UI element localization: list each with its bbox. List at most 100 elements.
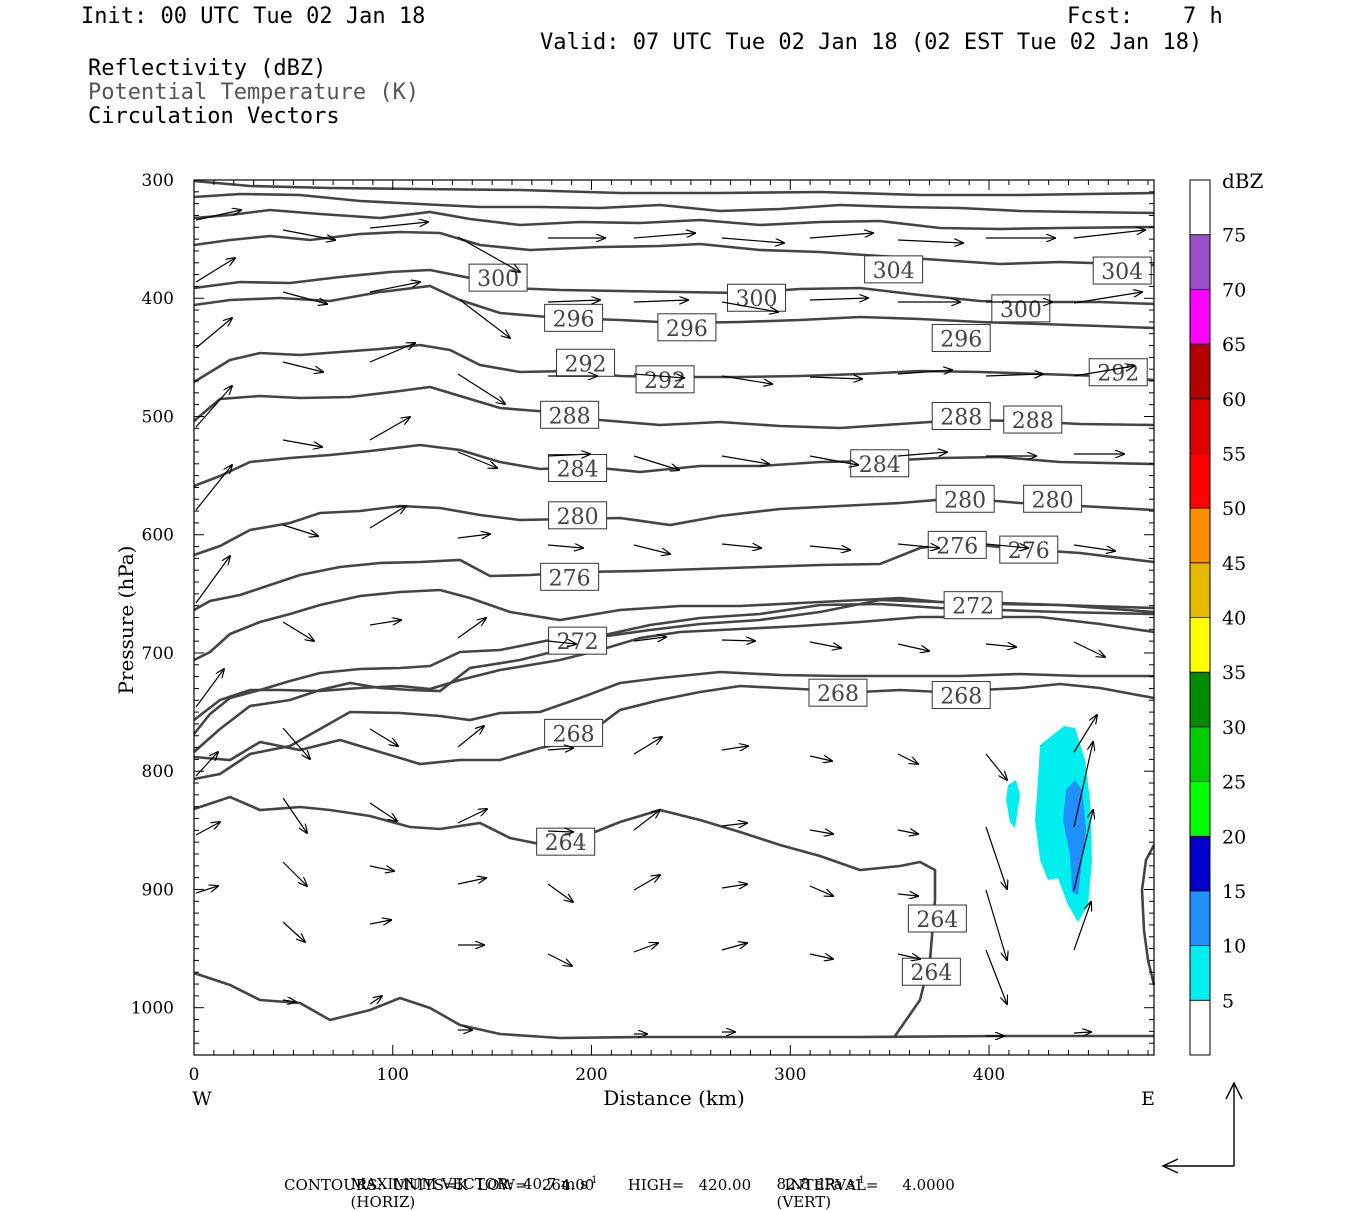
vector-arrow [457, 618, 486, 639]
vector-arrow [721, 943, 747, 951]
vector-arrow [195, 465, 232, 511]
vector-arrow [282, 361, 323, 372]
vector-arrow [985, 753, 1007, 780]
contour-level-text: 304 [873, 259, 915, 284]
vert-value: 82.8 dPa s [776, 1175, 856, 1193]
colorbar-swatch [1190, 945, 1210, 1001]
theta-contour-label: 296 [931, 323, 991, 352]
y-tick-label: 900 [142, 880, 174, 900]
x-tick-labels: 0 100 200 300 400 [189, 1065, 1006, 1085]
vector-arrow [457, 451, 497, 468]
colorbar-label: 20 [1222, 826, 1246, 848]
colorbar-title: dBZ [1222, 169, 1264, 193]
theta-contour-label: 280 [548, 501, 608, 530]
theta-contour-label: 292 [635, 365, 695, 394]
theta-contour [193, 284, 1155, 330]
vector-arrow [809, 641, 841, 648]
colorbar-label: 70 [1222, 279, 1246, 301]
theta-contour-label: 264 [536, 827, 596, 856]
x-tick-label: 400 [973, 1065, 1005, 1085]
vector-arrow [1073, 810, 1093, 891]
theta-contour-label: 276 [927, 530, 987, 559]
vector-arrow [633, 943, 658, 953]
theta-contour-label: 276 [999, 535, 1059, 564]
y-tick-labels: 300 400 500 600 700 800 900 1000 [131, 171, 174, 1019]
vector-arrow [633, 233, 695, 239]
vector-arrow [985, 949, 1007, 1004]
vector-arrow [195, 822, 220, 836]
theta-contour [193, 192, 1155, 215]
vector-arrow [721, 823, 747, 826]
contour-level-text: 280 [557, 505, 599, 530]
vector-arrow [547, 953, 572, 966]
vector-arrow [195, 669, 224, 708]
colorbar-swatch [1190, 562, 1210, 618]
contour-level-text: 276 [1008, 539, 1050, 564]
theta-contour-label: 284 [850, 449, 910, 478]
y-tick-label: 400 [142, 289, 174, 309]
contour-level-text: 268 [817, 682, 859, 707]
vector-arrow [633, 300, 688, 302]
vector-arrow [809, 756, 832, 761]
vector-arrow [721, 301, 778, 312]
vector-arrow [721, 375, 772, 384]
vector-arrow [457, 236, 520, 272]
vector-arrow [369, 802, 397, 821]
contour-level-text: 288 [1012, 409, 1054, 434]
unit-exponent: -1 [587, 1175, 598, 1186]
theta-contour-label: 288 [1003, 405, 1063, 434]
vector-arrow [195, 318, 232, 349]
contour-level-text: 296 [666, 317, 708, 342]
vector-arrow [1073, 641, 1105, 657]
vector-arrow [633, 637, 666, 641]
y-axis-label: Pressure (hPa) [114, 546, 138, 695]
theta-contour-label: 264 [901, 957, 961, 986]
reflectivity-fill [1006, 726, 1092, 922]
theta-contour [193, 795, 937, 1037]
vector-arrow [369, 620, 401, 626]
contour-level-text: 292 [644, 369, 686, 394]
x-tick-label: 200 [575, 1065, 607, 1085]
vector-arrow [547, 300, 600, 302]
colorbar-label: 40 [1222, 608, 1246, 630]
theta-contour [193, 268, 1155, 306]
theta-contour-label: 268 [544, 718, 604, 747]
vector-arrow [282, 621, 314, 641]
contour-level-text: 304 [1101, 260, 1143, 285]
vector-arrow [985, 889, 1007, 960]
x-tick-label: 0 [189, 1065, 200, 1085]
x-tick-label: 300 [774, 1065, 806, 1085]
vector-arrow [721, 640, 755, 641]
colorbar-swatch [1190, 508, 1210, 563]
contour-level-text: 284 [557, 458, 599, 483]
theta-contour-label: 280 [935, 484, 995, 513]
theta-contour [193, 208, 1155, 231]
contour-level-text: 264 [910, 961, 952, 986]
vector-arrow [721, 544, 761, 548]
theta-contour [193, 230, 1155, 267]
vector-arrow [457, 534, 490, 538]
theta-contour-label: 296 [657, 313, 717, 342]
vector-arrow [369, 282, 420, 293]
theta-contour [193, 598, 1155, 753]
vector-arrow [985, 644, 1016, 647]
theta-contour [193, 682, 1155, 766]
y-tick-label: 500 [142, 407, 174, 427]
vector-arrow [459, 299, 510, 338]
theta-contour-label: 276 [540, 562, 600, 591]
vector-arrow [282, 861, 307, 886]
theta-contour [193, 443, 1155, 488]
vector-arrow [547, 831, 573, 832]
reflectivity-5dbz-small [1006, 780, 1020, 828]
vector-arrow [547, 641, 576, 644]
field-reflectivity: Reflectivity (dBZ) [88, 56, 327, 81]
vector-arrow [985, 544, 1028, 548]
vector-arrow [809, 885, 833, 896]
contour-level-text: 296 [553, 307, 595, 332]
theta-contour-label: 280 [1023, 484, 1083, 513]
west-label: W [192, 1088, 212, 1110]
theta-contour-label: 296 [544, 303, 604, 332]
colorbar-swatch [1190, 289, 1210, 345]
colorbar-swatch [1190, 836, 1210, 891]
contour-level-text: 296 [940, 327, 982, 352]
